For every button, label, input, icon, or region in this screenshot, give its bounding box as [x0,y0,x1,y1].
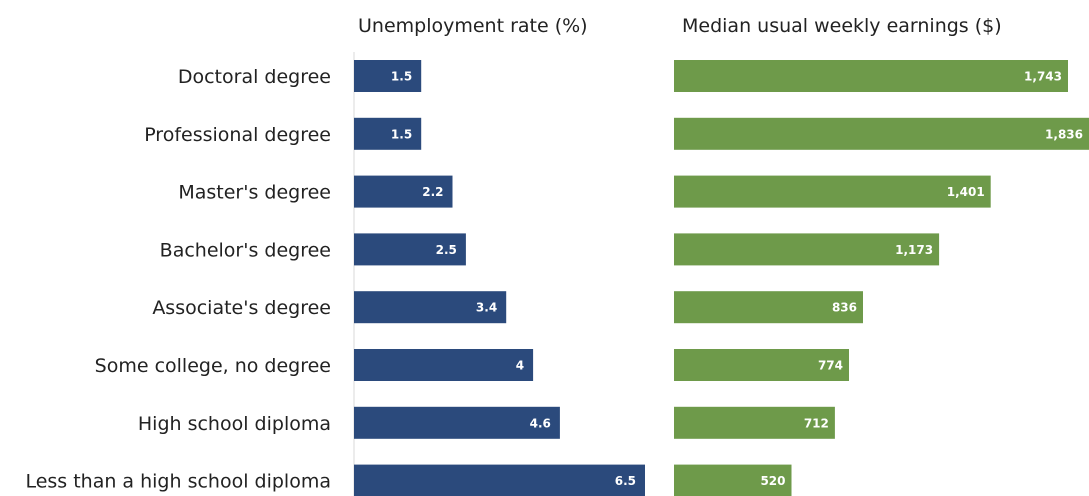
earnings-bar [674,406,835,439]
unemployment-bar [354,117,422,150]
unemployment-bar-label: 4 [516,359,524,373]
unemployment-panel: Unemployment rate (%) 1.5 1.5 2.2 2.5 3.4 4 4.… [353,15,645,496]
earnings-bar-label: 774 [818,359,843,373]
earnings-bar-label: 1,401 [947,185,985,199]
unemployment-bar-label: 6.5 [615,474,636,488]
earnings-panel: Median usual weekly earnings ($) 1,7431,… [674,15,1089,496]
earnings-bar-label: 1,173 [895,243,933,257]
earnings-bar [674,349,849,381]
unemployment-bar-label: 4.6 [530,416,551,430]
earnings-bar-label: 836 [832,301,857,315]
category-label: Master's degree [178,182,331,204]
category-labels: Doctoral degree Professional degree Master… [25,66,331,493]
earnings-bar [674,233,940,266]
unemployment-bar-label: 1.5 [391,70,412,84]
earnings-panel-title: Median usual weekly earnings ($) [682,15,1002,37]
earnings-bar-label: 520 [760,474,785,488]
earnings-bar [674,464,792,496]
unemployment-bars: 1.5 1.5 2.2 2.5 3.4 4 4.6 6.5 [354,60,645,496]
category-label: High school diploma [138,413,331,435]
unemployment-panel-title: Unemployment rate (%) [358,15,588,37]
category-label: Less than a high school diploma [25,471,331,493]
earnings-bar [674,175,991,208]
category-label: Doctoral degree [178,66,331,88]
earnings-bar-label: 1,836 [1045,127,1083,141]
earnings-bars: 1,743 1,836 1,401 1,173 836 774 712 520 [674,60,1089,496]
unemployment-bar [354,406,560,439]
earnings-bar-label: 712 [804,416,829,430]
unemployment-bar [354,175,453,208]
unemployment-bar-label: 3.4 [476,301,497,315]
category-label: Bachelor's degree [160,239,331,261]
earnings-bar [674,60,1068,92]
unemployment-bar [354,233,466,266]
unemployment-bar [354,60,422,92]
unemployment-bar [354,464,645,496]
unemployment-bar-label: 2.2 [422,185,443,199]
unemployment-bar [354,291,507,324]
category-label: Some college, no degree [95,355,331,377]
category-label: Associate's degree [152,297,331,319]
unemployment-bar-label: 1.5 [391,127,412,141]
unemployment-bar-label: 2.5 [436,243,457,257]
earnings-bar-label: 1,743 [1024,70,1062,84]
unemployment-bar [354,349,534,381]
category-label: Professional degree [144,124,331,146]
earnings-bar [674,291,863,324]
earnings-bar [674,117,1089,150]
